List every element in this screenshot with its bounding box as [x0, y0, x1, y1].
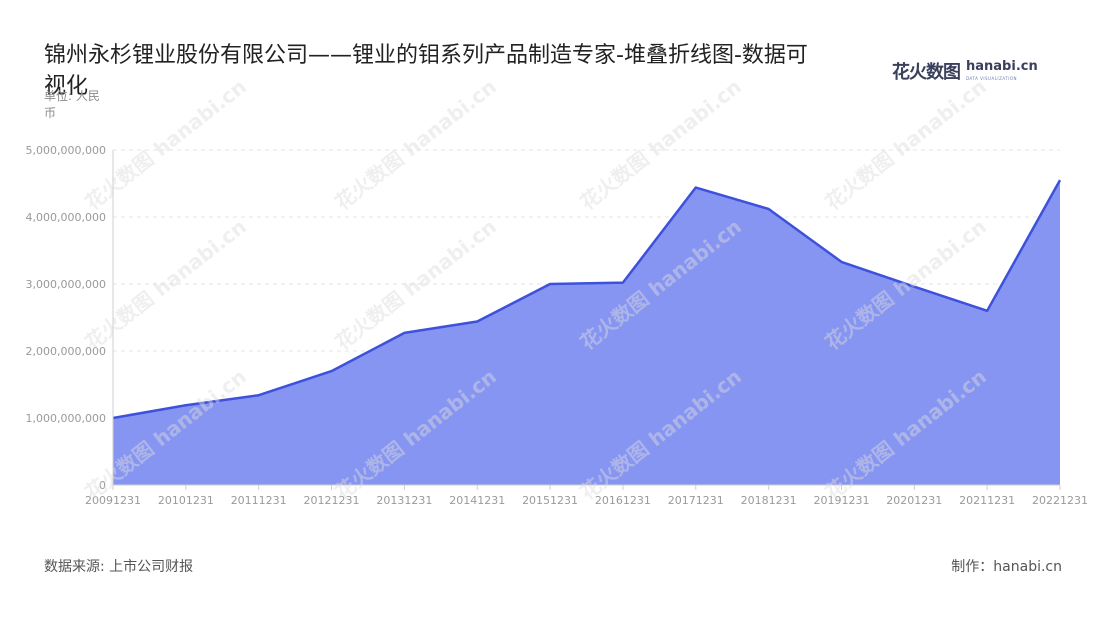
x-tick-label: 20161231	[595, 494, 651, 507]
area-fill	[113, 180, 1060, 485]
y-tick-label: 5,000,000,000	[26, 144, 106, 157]
watermark-logo: 花火数图 hanabi.cn	[331, 74, 501, 214]
axes	[112, 150, 1061, 490]
x-tick-label: 20151231	[522, 494, 578, 507]
y-tick-label: 1,000,000,000	[26, 412, 106, 425]
y-tick-label: 2,000,000,000	[26, 345, 106, 358]
x-tick-label: 20131231	[376, 494, 432, 507]
x-tick-label: 20211231	[959, 494, 1015, 507]
tick-labels: 0 1,000,000,000 2,000,000,000 3,000,000,000…	[26, 144, 1088, 507]
logo-english: hanabi.cn	[966, 59, 1038, 74]
x-tick-label: 20091231	[85, 494, 141, 507]
y-tick-label: 4,000,000,000	[26, 211, 106, 224]
hanabi-logo: 花火数图 hanabi.cn DATA VISUALIZATION	[892, 58, 1042, 88]
x-tick-label: 20141231	[449, 494, 505, 507]
chart-title: 锦州永杉锂业股份有限公司——锂业的钼系列产品制造专家-堆叠折线图-数据可视化	[44, 43, 808, 99]
x-tick-label: 20181231	[741, 494, 797, 507]
x-tick-label: 20201231	[886, 494, 942, 507]
x-tick-label: 20101231	[158, 494, 214, 507]
watermark-logo: 花火数图 hanabi.cn	[821, 74, 991, 214]
logo-tagline: DATA VISUALIZATION	[966, 76, 1018, 81]
logo-chinese: 花火数图	[892, 62, 961, 83]
x-tick-label: 20221231	[1032, 494, 1088, 507]
x-tick-label: 20171231	[668, 494, 724, 507]
unit-label: 单位: 人民币	[44, 89, 100, 120]
x-tick-label: 20121231	[304, 494, 360, 507]
x-tick-label: 20191231	[813, 494, 869, 507]
x-tick-label: 20111231	[231, 494, 287, 507]
y-tick-label: 3,000,000,000	[26, 278, 106, 291]
data-source: 数据来源: 上市公司财报	[44, 559, 194, 575]
watermark-logo: 花火数图 hanabi.cn	[81, 74, 251, 214]
series-line	[112, 179, 1062, 420]
y-tick-label: 0	[99, 479, 106, 492]
credit-label: 制作：hanabi.cn	[951, 559, 1062, 575]
series-area	[112, 179, 1062, 485]
